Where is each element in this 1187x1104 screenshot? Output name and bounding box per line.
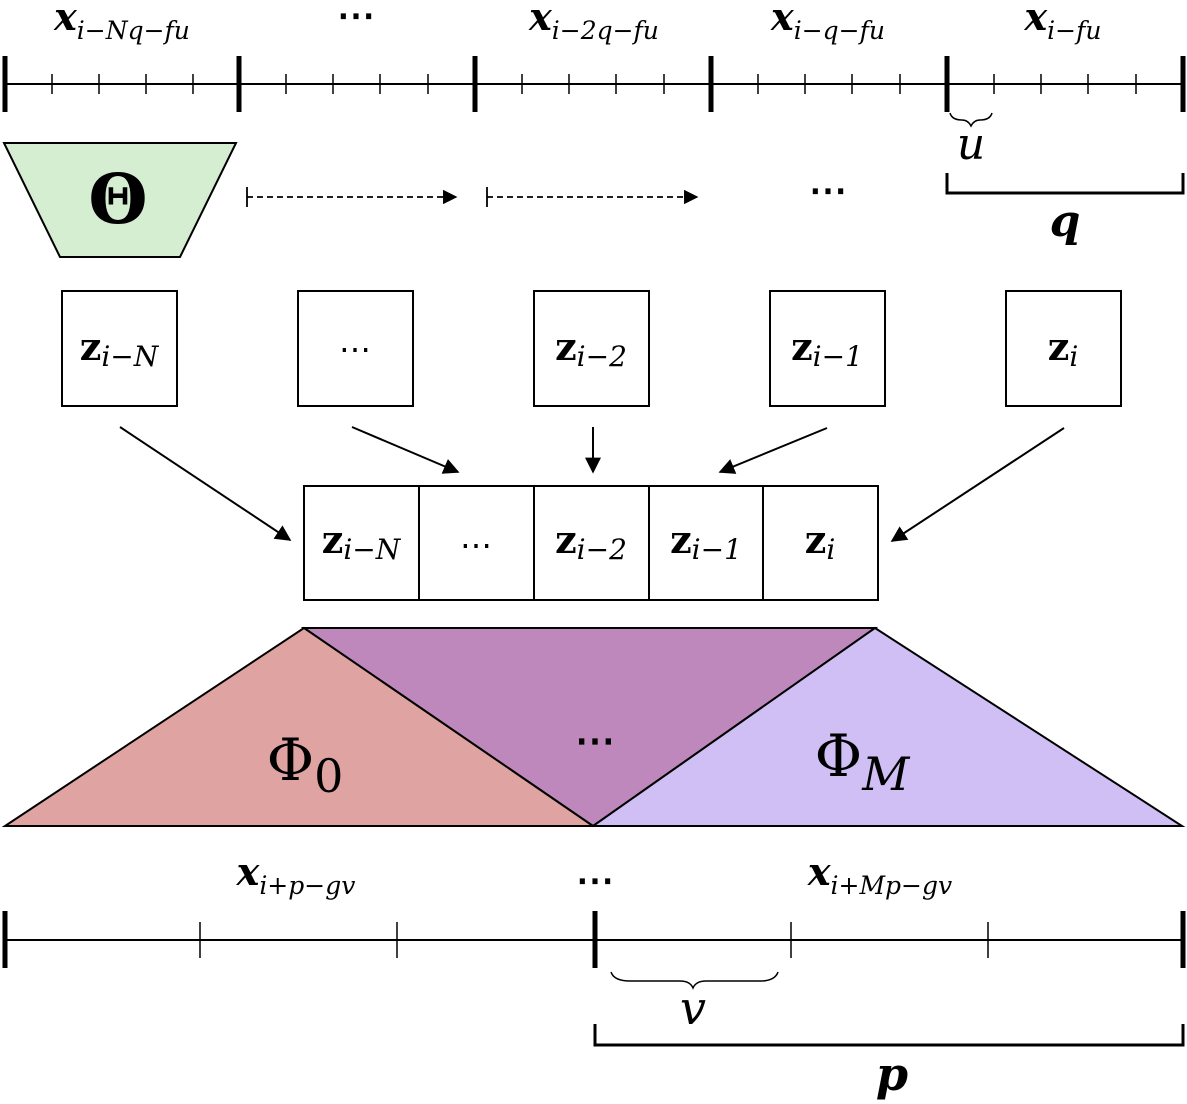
output-label-3: xi+Mp−gv xyxy=(807,849,952,900)
decoder-phi0-label: Φ0 xyxy=(267,726,344,803)
stack-label-3: zi−2 xyxy=(555,517,627,566)
v-label: v xyxy=(680,981,706,1035)
latent-label-4: zi−1 xyxy=(791,324,863,373)
stack-arrows xyxy=(119,426,1065,542)
latent-box xyxy=(61,290,178,407)
input-axis: xi−Nq−fu ⋯ xi−2q−fu xi−q−fu xi−fu u q xyxy=(2,0,1186,247)
latent-row xyxy=(61,290,1122,407)
input-label-3: xi−2q−fu xyxy=(528,0,659,45)
middle-dots: ⋯ xyxy=(809,167,847,212)
input-label-5: xi−fu xyxy=(1024,0,1102,45)
stack-cell xyxy=(762,485,879,601)
latent-box xyxy=(1005,290,1122,407)
latent-box xyxy=(297,290,414,407)
output-axis: xi+p−gv ⋯ xi+Mp−gv v p xyxy=(2,849,1186,1101)
latent-box xyxy=(533,290,650,407)
u-label: u xyxy=(957,119,985,170)
decoders xyxy=(1,626,1186,828)
latent-label-3: zi−2 xyxy=(555,324,627,373)
latent-label-2: ⋯ xyxy=(339,330,371,368)
decoder-phiM xyxy=(589,626,1186,827)
decoder-phiM-label: ΦM xyxy=(815,722,912,801)
encoder: Θ xyxy=(2,142,238,258)
q-label: q xyxy=(1050,196,1081,247)
encoder-trapezoid xyxy=(2,142,238,258)
stack-cell xyxy=(648,485,764,601)
input-label-1: xi−Nq−fu xyxy=(53,0,190,45)
latent-box xyxy=(769,290,886,407)
input-label-4: xi−q−fu xyxy=(770,0,885,45)
p-bracket xyxy=(593,1024,1185,1047)
input-label-2: ⋯ xyxy=(337,0,375,37)
latent-label-1: zi−N xyxy=(80,324,160,373)
stack-label-5: zi xyxy=(805,517,836,566)
decoder-phi0 xyxy=(1,626,597,827)
dashed-arrows xyxy=(246,187,699,207)
u-brace xyxy=(949,112,993,128)
latent-label-5: zi xyxy=(1048,324,1079,373)
p-label: p xyxy=(876,1047,908,1101)
stack-label-1: zi−N xyxy=(322,517,402,566)
encoder-label: Θ xyxy=(88,160,147,240)
v-brace xyxy=(610,971,779,990)
output-label-1: xi+p−gv xyxy=(236,849,356,900)
latent-stack xyxy=(303,485,879,601)
decoder-middle-label: ⋯ xyxy=(575,717,615,764)
stack-label-4: zi−1 xyxy=(670,517,742,566)
stack-label-2: ⋯ xyxy=(460,526,492,564)
stack-cell xyxy=(303,485,420,601)
output-label-2: ⋯ xyxy=(576,857,614,902)
q-bracket xyxy=(945,173,1185,195)
